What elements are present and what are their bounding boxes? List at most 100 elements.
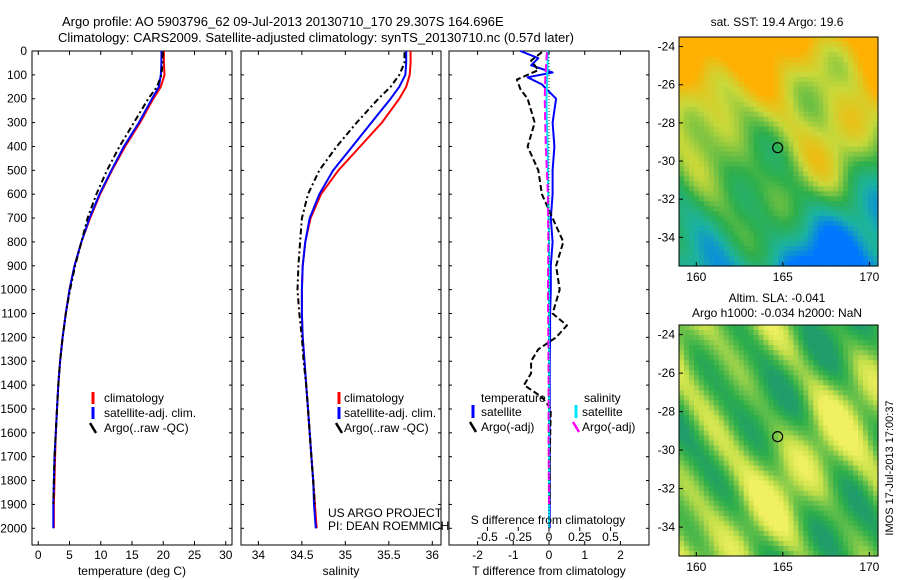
map-cell [679, 495, 685, 502]
map-cell [708, 455, 715, 462]
map-cell [813, 485, 819, 492]
map-cell [783, 96, 790, 103]
map-cell [773, 385, 780, 391]
map-cell [853, 405, 859, 411]
map-cell [858, 495, 864, 502]
map-cell [773, 111, 780, 118]
map-cell [853, 126, 859, 133]
map-cell [683, 355, 690, 361]
map-cell [838, 37, 844, 43]
map-cell [838, 126, 844, 133]
map-cell [803, 365, 809, 371]
map-cell [873, 166, 879, 173]
map-cell [848, 91, 854, 98]
map-cell [733, 81, 740, 88]
map-cell [778, 176, 785, 182]
map-cell [798, 410, 804, 416]
map-cell [793, 126, 799, 133]
map-cell [788, 37, 795, 43]
map-cell [718, 181, 725, 187]
map-cell [733, 66, 740, 73]
map-cell [698, 91, 705, 98]
map-y-tick-label: -26 [658, 366, 676, 380]
map-cell [813, 191, 819, 197]
map-cell [798, 151, 804, 158]
map-cell [698, 206, 705, 212]
x-tick-label: 36 [426, 548, 440, 562]
map-cell [763, 176, 770, 182]
map-cell [698, 171, 705, 177]
map-cell [748, 465, 755, 472]
map-cell [698, 480, 705, 487]
map-cell [698, 246, 705, 252]
map-cell [703, 505, 710, 512]
map-cell [868, 440, 874, 447]
map-cell [863, 350, 869, 356]
map-cell [743, 141, 750, 148]
map-cell [838, 86, 844, 93]
map-cell [848, 141, 854, 148]
map-cell [778, 121, 785, 128]
map-cell [773, 196, 780, 202]
map-cell [688, 141, 695, 148]
argo-location-marker [772, 431, 784, 443]
map-cell [803, 61, 809, 68]
map-cell [679, 156, 685, 163]
map-cell [763, 355, 770, 361]
map-cell [723, 251, 730, 257]
map-cell [718, 425, 725, 432]
map-cell [858, 505, 864, 512]
map-cell [768, 106, 775, 113]
map-cell [793, 375, 799, 381]
map-cell [703, 186, 710, 192]
map-cell [738, 450, 745, 457]
map-cell [793, 470, 799, 477]
map-cell [823, 61, 829, 68]
map-cell [793, 246, 799, 252]
map-cell [818, 256, 824, 262]
map-cell [783, 51, 790, 58]
map-cell [688, 535, 695, 542]
map-cell [713, 480, 720, 487]
map-cell [683, 390, 690, 396]
map-cell [798, 330, 804, 336]
map-cell [813, 340, 819, 346]
map-cell [708, 71, 715, 78]
map-cell [858, 515, 864, 522]
map-cell [843, 345, 849, 351]
map-cell [778, 181, 785, 187]
map-cell [808, 216, 814, 222]
map-cell [833, 455, 839, 462]
map-cell [763, 405, 770, 411]
map-cell [858, 256, 864, 262]
map-cell [788, 525, 795, 532]
map-cell [738, 500, 745, 507]
map-cell [808, 41, 814, 48]
map-cell [843, 191, 849, 197]
map-cell [688, 505, 695, 512]
map-cell [803, 231, 809, 237]
map-cell [708, 490, 715, 497]
map-cell [679, 440, 685, 447]
map-cell [838, 76, 844, 83]
map-cell [823, 340, 829, 346]
map-cell [868, 121, 874, 128]
map-cell [718, 231, 725, 237]
map-cell [748, 440, 755, 447]
map-cell [733, 76, 740, 83]
map-cell [798, 186, 804, 192]
map-cell [813, 395, 819, 401]
map-cell [853, 106, 859, 113]
map-cell [858, 345, 864, 351]
map-cell [703, 211, 710, 217]
map-cell [828, 241, 834, 247]
map-cell [733, 256, 740, 262]
map-cell [843, 121, 849, 128]
map-cell [738, 141, 745, 148]
map-cell [693, 116, 700, 123]
map-cell [858, 186, 864, 192]
map-cell [773, 525, 780, 532]
map-cell [753, 435, 760, 442]
map-cell [863, 246, 869, 252]
map-cell [723, 470, 730, 477]
